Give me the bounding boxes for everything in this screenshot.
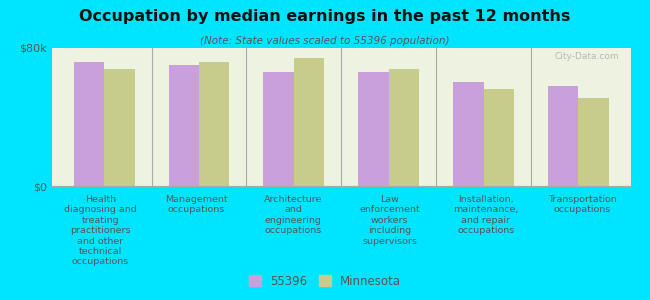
- Text: City-Data.com: City-Data.com: [554, 52, 619, 61]
- Bar: [104, 69, 135, 186]
- Bar: [578, 98, 608, 186]
- Bar: [389, 69, 419, 186]
- Bar: [263, 72, 294, 186]
- Text: Architecture
and
engineering
occupations: Architecture and engineering occupations: [264, 195, 322, 235]
- Bar: [168, 65, 199, 186]
- Legend: 55396, Minnesota: 55396, Minnesota: [245, 271, 405, 291]
- Text: (Note: State values scaled to 55396 population): (Note: State values scaled to 55396 popu…: [200, 36, 450, 46]
- Bar: [484, 89, 514, 186]
- Bar: [294, 58, 324, 186]
- Text: Law
enforcement
workers
including
supervisors: Law enforcement workers including superv…: [359, 195, 420, 246]
- Bar: [358, 72, 389, 186]
- Text: Management
occupations: Management occupations: [165, 195, 228, 214]
- Text: Transportation
occupations: Transportation occupations: [548, 195, 617, 214]
- Bar: [453, 82, 484, 186]
- Text: Health
diagnosing and
treating
practitioners
and other
technical
occupations: Health diagnosing and treating practitio…: [64, 195, 136, 266]
- Bar: [74, 62, 104, 186]
- Text: Occupation by median earnings in the past 12 months: Occupation by median earnings in the pas…: [79, 9, 571, 24]
- Bar: [199, 62, 229, 186]
- Text: Installation,
maintenance,
and repair
occupations: Installation, maintenance, and repair oc…: [453, 195, 519, 235]
- Bar: [548, 86, 578, 186]
